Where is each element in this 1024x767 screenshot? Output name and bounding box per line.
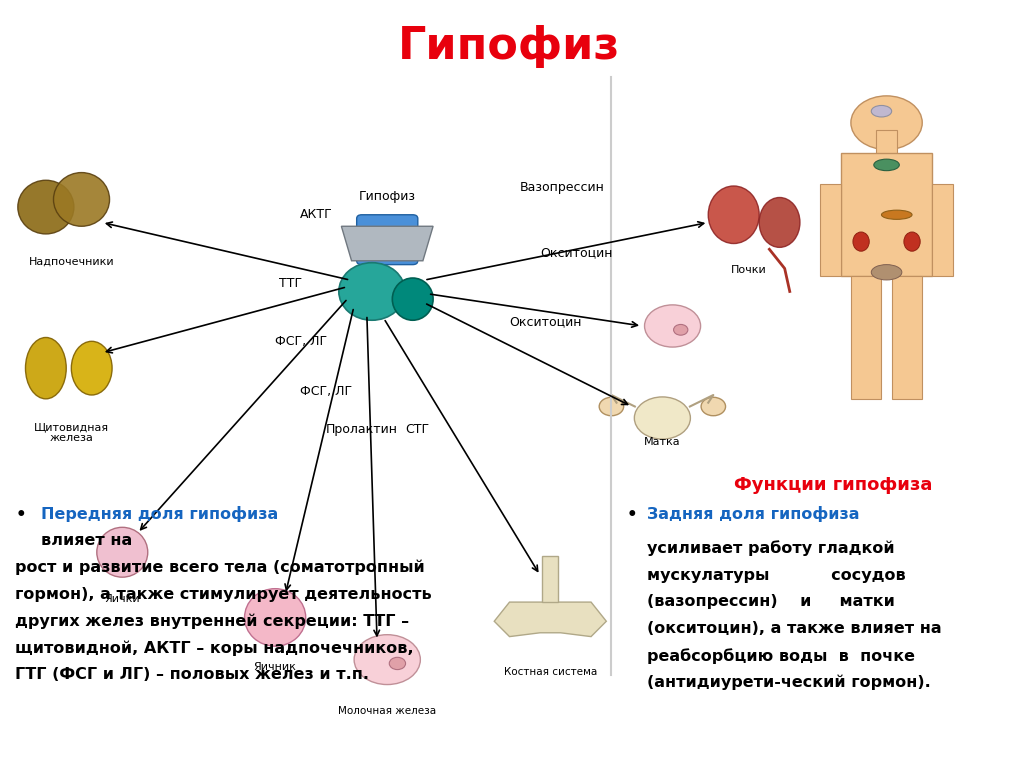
- Ellipse shape: [97, 528, 147, 577]
- Circle shape: [599, 397, 624, 416]
- Text: усиливает работу гладкой: усиливает работу гладкой: [647, 541, 895, 557]
- Ellipse shape: [871, 265, 902, 280]
- Ellipse shape: [26, 337, 67, 399]
- Polygon shape: [495, 602, 606, 637]
- Text: Яичник: Яичник: [254, 662, 297, 672]
- Ellipse shape: [634, 397, 690, 439]
- Text: (вазопрессин)    и     матки: (вазопрессин) и матки: [647, 594, 895, 610]
- Text: мускулатуры           сосудов: мускулатуры сосудов: [647, 568, 906, 583]
- Text: Окситоцин: Окситоцин: [510, 316, 582, 328]
- Text: ФСГ, ЛГ: ФСГ, ЛГ: [274, 335, 327, 347]
- Text: Матка: Матка: [644, 437, 681, 447]
- Ellipse shape: [871, 105, 892, 117]
- Bar: [892, 276, 923, 399]
- Ellipse shape: [53, 173, 110, 226]
- Bar: [877, 130, 897, 157]
- Text: Надпочечники: Надпочечники: [29, 257, 114, 267]
- Text: влияет на: влияет на: [41, 533, 132, 548]
- Text: Задняя доля гипофиза: Задняя доля гипофиза: [647, 506, 859, 522]
- Ellipse shape: [709, 186, 759, 244]
- Ellipse shape: [759, 198, 800, 248]
- Text: Гипофиз: Гипофиз: [358, 190, 416, 203]
- Ellipse shape: [882, 210, 912, 219]
- Text: •: •: [627, 506, 637, 524]
- Text: ФСГ, ЛГ: ФСГ, ЛГ: [300, 385, 352, 397]
- Ellipse shape: [644, 305, 700, 347]
- Text: Гипофиз: Гипофиз: [398, 25, 621, 67]
- Ellipse shape: [245, 589, 306, 646]
- Text: •: •: [15, 506, 26, 524]
- Text: (окситоцин), а также влияет на: (окситоцин), а также влияет на: [647, 621, 942, 637]
- Text: щитовидной, АКТГ – коры надпочечников,: щитовидной, АКТГ – коры надпочечников,: [15, 640, 414, 656]
- Circle shape: [674, 324, 688, 335]
- FancyBboxPatch shape: [356, 215, 418, 265]
- Ellipse shape: [72, 341, 112, 395]
- Text: Окситоцин: Окситоцин: [540, 247, 612, 259]
- Text: гормон), а также стимулирует деятельность: гормон), а также стимулирует деятельност…: [15, 587, 432, 602]
- Text: (антидиурети-ческий гормон).: (антидиурети-ческий гормон).: [647, 675, 931, 690]
- Text: Функции гипофиза: Функции гипофиза: [734, 476, 932, 493]
- Text: Молочная железа: Молочная железа: [338, 706, 436, 716]
- Text: рост и развитие всего тела (соматотропный: рост и развитие всего тела (соматотропны…: [15, 560, 425, 575]
- Text: Передняя доля гипофиза: Передняя доля гипофиза: [41, 506, 278, 522]
- Text: АКТГ: АКТГ: [300, 209, 332, 221]
- Circle shape: [851, 96, 923, 150]
- Ellipse shape: [17, 180, 74, 234]
- Bar: [841, 153, 933, 276]
- Ellipse shape: [354, 635, 421, 684]
- Bar: [933, 184, 952, 276]
- Text: Костная система: Костная система: [504, 667, 597, 677]
- Ellipse shape: [873, 159, 899, 171]
- Ellipse shape: [392, 278, 433, 321]
- Text: других желез внутренней секреции: ТТГ –: других желез внутренней секреции: ТТГ –: [15, 614, 410, 629]
- Text: Почки: Почки: [731, 265, 767, 275]
- Text: ТТГ: ТТГ: [279, 278, 302, 290]
- Ellipse shape: [853, 232, 869, 251]
- Bar: [820, 184, 841, 276]
- Bar: [542, 556, 558, 602]
- Ellipse shape: [904, 232, 921, 251]
- Text: Щитовидная
железа: Щитовидная железа: [34, 422, 109, 443]
- Text: Пролактин: Пролактин: [326, 423, 397, 436]
- Ellipse shape: [339, 262, 406, 321]
- Bar: [851, 276, 882, 399]
- Text: Вазопрессин: Вазопрессин: [520, 182, 604, 194]
- Text: СТГ: СТГ: [406, 423, 430, 436]
- Circle shape: [701, 397, 726, 416]
- Text: Яички: Яички: [104, 594, 140, 604]
- Circle shape: [389, 657, 406, 670]
- Text: ГТГ (ФСГ и ЛГ) – половых желез и т.п.: ГТГ (ФСГ и ЛГ) – половых желез и т.п.: [15, 667, 370, 683]
- Polygon shape: [341, 226, 433, 261]
- Text: реабсорбцию воды  в  почке: реабсорбцию воды в почке: [647, 648, 915, 664]
